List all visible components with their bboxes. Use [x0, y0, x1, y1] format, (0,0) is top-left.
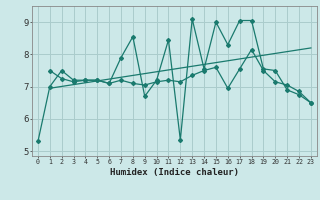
- X-axis label: Humidex (Indice chaleur): Humidex (Indice chaleur): [110, 168, 239, 177]
